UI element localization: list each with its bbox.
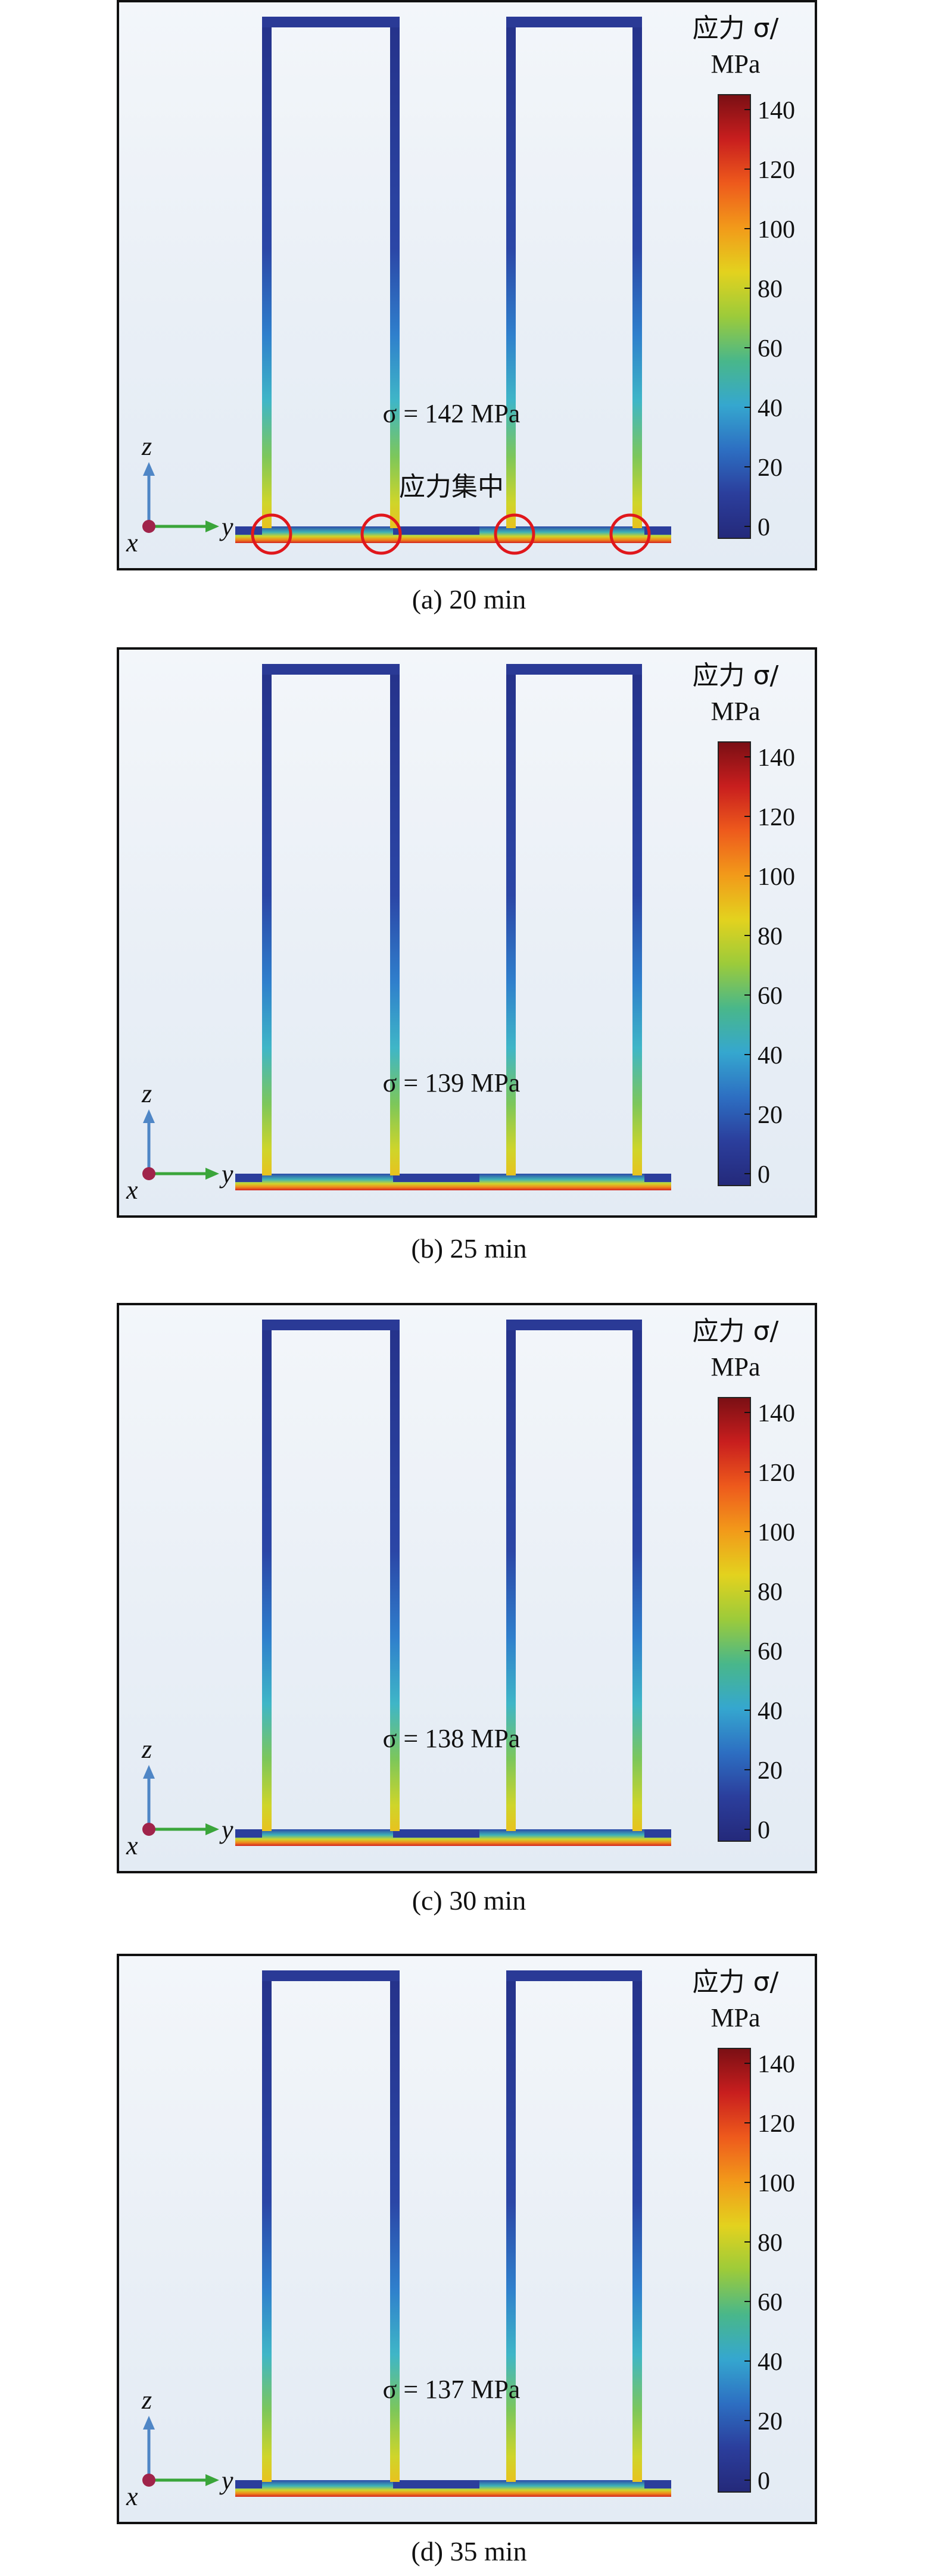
colorbar-unit: MPa (710, 2003, 760, 2032)
frame (262, 664, 400, 1175)
colorbar-tick-label: 80 (758, 2229, 783, 2257)
colorbar-tick-label: 120 (758, 157, 795, 184)
colorbar: 应力 σ/MPa 140 120 100 80 60 40 20 0 (693, 1316, 795, 1844)
colorbar-tick-label: 0 (758, 1161, 770, 1189)
axis-label-y: y (219, 512, 233, 541)
colorbar-title: 应力 σ/ (693, 660, 779, 691)
panel-caption: (a) 20 min (412, 584, 526, 615)
frame (262, 1320, 400, 1831)
max-stress-label: σ = 142 MPa (383, 399, 521, 428)
colorbar: 应力 σ/MPa 140 120 100 80 60 40 20 0 (693, 660, 795, 1189)
stress-contour: z y x σ = 138 MPa 应力 σ/MPa 140 120 100 80 60 40 20 0 (126, 1316, 795, 1860)
colorbar: 应力 σ/MPa 140 120 100 80 60 40 20 0 (693, 13, 795, 541)
concentration-marker (609, 513, 651, 555)
axis-label-y: y (219, 2466, 233, 2495)
colorbar-tick-label: 40 (758, 2349, 783, 2376)
frame (506, 1970, 642, 2482)
axis-triad: z y x (126, 1079, 233, 1205)
stress-panel: z y x σ = 137 MPa 应力 σ/MPa 140 120 100 80 60 40 20 0 (117, 1954, 817, 2524)
frame (262, 17, 400, 528)
colorbar-title: 应力 σ/ (693, 1316, 779, 1346)
colorbar-tick-label: 140 (758, 744, 795, 772)
colorbar-tick-label: 0 (758, 1817, 770, 1844)
colorbar-unit: MPa (710, 1352, 760, 1381)
colorbar: 应力 σ/MPa 140 120 100 80 60 40 20 0 (693, 1967, 795, 2495)
stress-panel: z y x σ = 142 MPa 应力集中 应力 σ/MPa 140 120 100 80 60 4… (117, 0, 817, 570)
axis-label-x: x (126, 528, 138, 557)
colorbar-tick-label: 60 (758, 983, 783, 1010)
colorbar-title: 应力 σ/ (693, 1967, 779, 1997)
panel-caption: (c) 30 min (412, 1885, 526, 1916)
colorbar-tick-label: 100 (758, 216, 795, 244)
colorbar-tick-label: 40 (758, 395, 783, 422)
colorbar-tick-label: 20 (758, 454, 783, 482)
concentration-marker (360, 513, 402, 555)
colorbar-tick-label: 40 (758, 1042, 783, 1069)
frame (506, 664, 642, 1175)
axis-label-x: x (126, 2482, 138, 2511)
axis-label-y: y (219, 1159, 233, 1189)
frame (262, 1970, 400, 2482)
colorbar-tick-label: 80 (758, 923, 783, 950)
max-stress-label: σ = 137 MPa (383, 2375, 521, 2404)
axis-triad: z y x (126, 2385, 233, 2511)
stress-panel: z y x σ = 138 MPa 应力 σ/MPa 140 120 100 80 60 40 20 0 (117, 1303, 817, 1873)
frame (506, 1320, 642, 1831)
axis-label-x: x (126, 1175, 138, 1205)
panel-caption: (d) 35 min (411, 2536, 527, 2566)
colorbar-unit: MPa (710, 49, 760, 79)
colorbar-tick-label: 100 (758, 863, 795, 891)
axis-triad: z y x (126, 432, 233, 557)
colorbar-unit: MPa (710, 697, 760, 726)
colorbar-tick-label: 100 (758, 2170, 795, 2197)
colorbar-title: 应力 σ/ (693, 13, 779, 43)
stress-contour: z y x σ = 137 MPa 应力 σ/MPa 140 120 100 80 60 40 20 0 (126, 1967, 795, 2511)
stress-contour: z y x σ = 139 MPa 应力 σ/MPa 140 120 100 80 60 40 20 0 (126, 660, 795, 1205)
axis-label-z: z (141, 1735, 152, 1764)
colorbar-tick-label: 140 (758, 1400, 795, 1427)
colorbar-tick-label: 60 (758, 1638, 783, 1666)
colorbar-tick-label: 20 (758, 1102, 783, 1129)
colorbar-tick-label: 20 (758, 2408, 783, 2435)
colorbar-tick-label: 0 (758, 2468, 770, 2495)
stress-contour: z y x σ = 142 MPa 应力集中 应力 σ/MPa 140 120 100 80 60 4… (126, 13, 795, 557)
concentration-marker (251, 513, 292, 555)
stress-panel: z y x σ = 139 MPa 应力 σ/MPa 140 120 100 80 60 40 20 0 (117, 647, 817, 1218)
frame (506, 17, 642, 528)
colorbar-tick-label: 100 (758, 1519, 795, 1546)
max-stress-label: σ = 138 MPa (383, 1724, 521, 1753)
panel-caption: (b) 25 min (411, 1233, 527, 1264)
axis-triad: z y x (126, 1735, 233, 1860)
colorbar-tick-label: 120 (758, 2110, 795, 2138)
colorbar-tick-label: 140 (758, 2051, 795, 2078)
colorbar-tick-label: 80 (758, 276, 783, 303)
max-stress-label: σ = 139 MPa (383, 1068, 521, 1097)
colorbar-tick-label: 120 (758, 804, 795, 831)
axis-label-z: z (141, 432, 152, 461)
colorbar-tick-label: 80 (758, 1579, 783, 1606)
axis-label-z: z (141, 2385, 152, 2415)
colorbar-tick-label: 60 (758, 2289, 783, 2316)
colorbar-tick-label: 40 (758, 1698, 783, 1725)
stress-concentration-label: 应力集中 (399, 472, 504, 502)
colorbar-tick-label: 60 (758, 335, 783, 363)
colorbar-tick-label: 120 (758, 1459, 795, 1487)
colorbar-tick-label: 20 (758, 1757, 783, 1785)
colorbar-tick-label: 0 (758, 514, 770, 541)
concentration-marker (494, 513, 535, 555)
axis-label-y: y (219, 1815, 233, 1844)
axis-label-x: x (126, 1831, 138, 1860)
axis-label-z: z (141, 1079, 152, 1108)
colorbar-tick-label: 140 (758, 97, 795, 124)
